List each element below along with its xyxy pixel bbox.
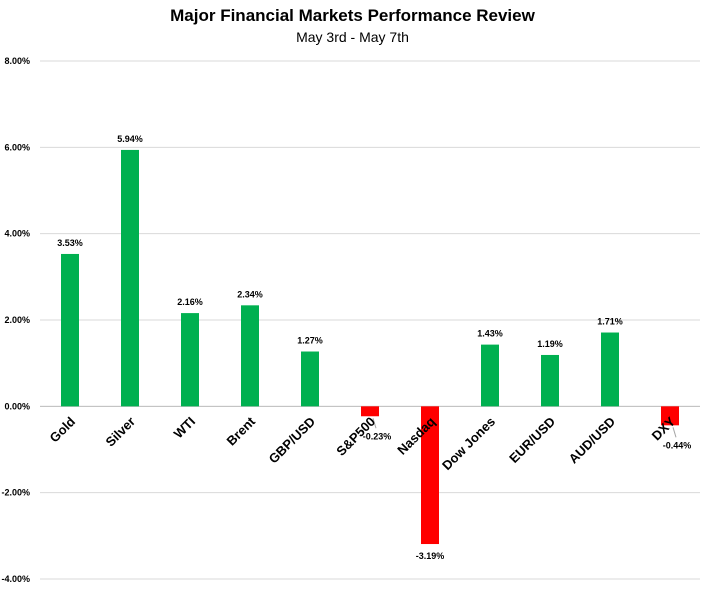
bar (241, 305, 259, 407)
bar (121, 149, 139, 407)
category-label: AUD/USD (566, 414, 618, 466)
category-label: WTI (171, 414, 198, 441)
category-label: GBP/USD (266, 414, 318, 466)
data-label: 2.16% (177, 297, 203, 307)
category-label: Gold (47, 414, 79, 446)
category-label: Dow Jones (439, 414, 498, 473)
chart-subtitle: May 3rd - May 7th (296, 29, 409, 45)
bar (421, 406, 439, 545)
leader-line (372, 418, 377, 429)
bar (301, 351, 319, 407)
y-tick-label: 4.00% (4, 229, 30, 239)
data-label: -0.44% (663, 440, 692, 450)
category-label: Brent (224, 413, 259, 448)
bar (181, 313, 199, 407)
y-tick-label: -4.00% (1, 574, 30, 584)
data-label: -0.23% (363, 431, 392, 441)
data-label: 1.71% (597, 317, 623, 327)
leader-line (672, 427, 677, 438)
bar (601, 332, 619, 407)
data-label: 1.27% (297, 336, 323, 346)
y-tick-label: 2.00% (4, 315, 30, 325)
bar (61, 253, 79, 407)
data-label: 3.53% (57, 238, 83, 248)
y-tick-label: -2.00% (1, 488, 30, 498)
bar (481, 344, 499, 407)
category-label: EUR/USD (506, 414, 558, 466)
y-tick-label: 6.00% (4, 142, 30, 152)
data-label: 1.43% (477, 329, 503, 339)
data-label: -3.19% (416, 551, 445, 561)
y-tick-label: 8.00% (4, 56, 30, 66)
data-label: 1.19% (537, 339, 563, 349)
bar (361, 406, 379, 417)
chart-title: Major Financial Markets Performance Revi… (170, 6, 535, 25)
bar (661, 406, 679, 426)
y-tick-label: 0.00% (4, 401, 30, 411)
category-label: Silver (102, 414, 138, 450)
bar (541, 354, 559, 407)
data-label: 5.94% (117, 134, 143, 144)
data-label: 2.34% (237, 289, 263, 299)
